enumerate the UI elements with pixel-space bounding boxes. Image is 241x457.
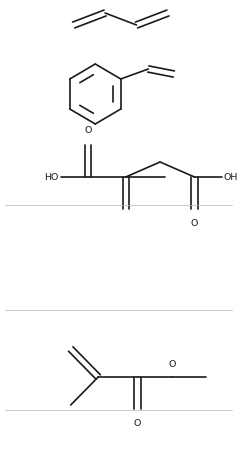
Text: O: O — [134, 419, 141, 428]
Text: O: O — [168, 360, 175, 369]
Text: O: O — [191, 219, 198, 228]
Text: HO: HO — [45, 172, 59, 181]
Text: O: O — [85, 126, 92, 135]
Text: OH: OH — [224, 172, 238, 181]
